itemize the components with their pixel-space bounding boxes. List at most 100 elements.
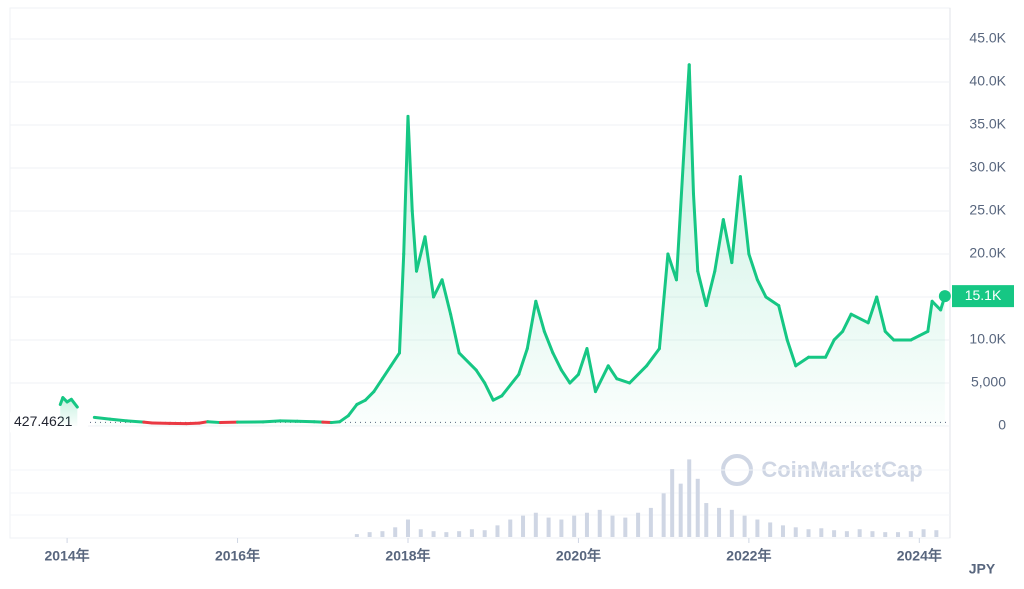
volume-bar	[380, 531, 385, 537]
price-line	[593, 364, 610, 394]
volume-bar	[896, 532, 901, 537]
price-line	[261, 419, 282, 424]
volume-bar	[597, 509, 602, 537]
price-line	[721, 218, 734, 265]
price-line	[108, 417, 129, 423]
price-line	[883, 329, 896, 342]
x-tick-label: 2014年	[45, 548, 90, 564]
price-line	[346, 402, 359, 418]
price-line	[559, 368, 572, 385]
volume-bar	[418, 529, 423, 537]
price-line	[645, 347, 661, 368]
y-tick-label: 5,000	[971, 374, 1006, 390]
price-line	[832, 329, 845, 342]
y-tick-label: 45.0K	[969, 30, 1006, 46]
price-line	[432, 278, 444, 299]
price-line	[794, 355, 811, 368]
price-line	[691, 192, 700, 273]
y-tick-label: 0	[998, 417, 1006, 433]
baseline-label: 427.4621	[14, 413, 73, 429]
y-tick-label: 25.0K	[969, 202, 1006, 218]
volume-bar	[908, 531, 913, 537]
price-line	[206, 420, 222, 425]
price-line	[930, 299, 943, 312]
price-line	[92, 415, 112, 421]
volume-bar	[521, 515, 526, 537]
volume-bar	[755, 519, 760, 537]
price-line	[841, 312, 853, 333]
volume-bar	[661, 493, 666, 537]
area	[94, 64, 945, 426]
price-line	[551, 351, 563, 372]
price-line	[704, 269, 717, 308]
volume-bar	[857, 529, 862, 537]
volume-bar	[559, 519, 564, 537]
area	[60, 397, 78, 426]
volume-bar	[508, 519, 513, 537]
volume-bar	[695, 478, 700, 537]
price-line	[576, 347, 589, 376]
price-line	[415, 235, 427, 273]
volume-bar	[806, 529, 811, 537]
volume-bar	[704, 503, 709, 537]
volume-bar	[670, 469, 675, 537]
price-line	[525, 299, 538, 351]
price-line	[125, 419, 146, 424]
volume-bar	[431, 531, 436, 537]
volume-bar	[768, 522, 773, 537]
price-line	[457, 351, 478, 372]
price-line	[474, 368, 487, 385]
price-line	[402, 114, 410, 256]
volume-bar	[832, 530, 837, 537]
price-line	[687, 63, 695, 196]
price-line	[585, 347, 597, 394]
last-price-box	[952, 285, 1014, 308]
price-line	[363, 390, 376, 402]
price-line	[568, 372, 580, 385]
price-line	[755, 278, 768, 299]
volume-bar	[495, 525, 500, 537]
volume-bar	[623, 517, 628, 537]
price-line	[674, 132, 687, 282]
price-line	[866, 295, 879, 325]
volume-bar	[546, 517, 551, 537]
volume-bar	[482, 530, 487, 537]
volume-bar	[393, 527, 398, 537]
price-line	[747, 252, 759, 282]
price-line	[517, 347, 529, 376]
price-line	[738, 175, 751, 256]
price-line	[372, 377, 384, 394]
price-line	[606, 364, 619, 381]
x-tick-label: 2016年	[215, 548, 260, 564]
x-tick-label: 2022年	[726, 548, 771, 564]
price-line	[917, 329, 930, 338]
volume-bar	[921, 529, 926, 537]
price-line	[406, 114, 414, 213]
price-line	[440, 278, 453, 316]
volume-bar	[780, 525, 785, 537]
price-line	[909, 334, 921, 342]
price-line	[875, 295, 887, 333]
price-line	[380, 364, 393, 381]
volume-bar	[444, 532, 449, 537]
volume-bar	[610, 515, 615, 537]
price-line	[500, 372, 521, 398]
x-tick-label: 2024年	[897, 548, 942, 564]
volume-bar	[457, 531, 462, 537]
price-line	[666, 252, 678, 282]
price-line	[615, 377, 632, 385]
price-line	[926, 299, 934, 333]
price-line	[355, 398, 367, 406]
volume-bar	[717, 507, 722, 537]
price-line	[713, 218, 725, 273]
y-tick-label: 10.0K	[969, 331, 1006, 347]
volume-bar	[584, 512, 589, 537]
volume-bar	[354, 534, 359, 537]
volume-bar	[883, 532, 888, 537]
last-point	[938, 290, 951, 303]
price-line	[849, 312, 870, 325]
price-line	[657, 252, 670, 351]
price-line	[534, 299, 546, 333]
volume-bar	[687, 459, 692, 537]
price-line	[777, 304, 789, 342]
